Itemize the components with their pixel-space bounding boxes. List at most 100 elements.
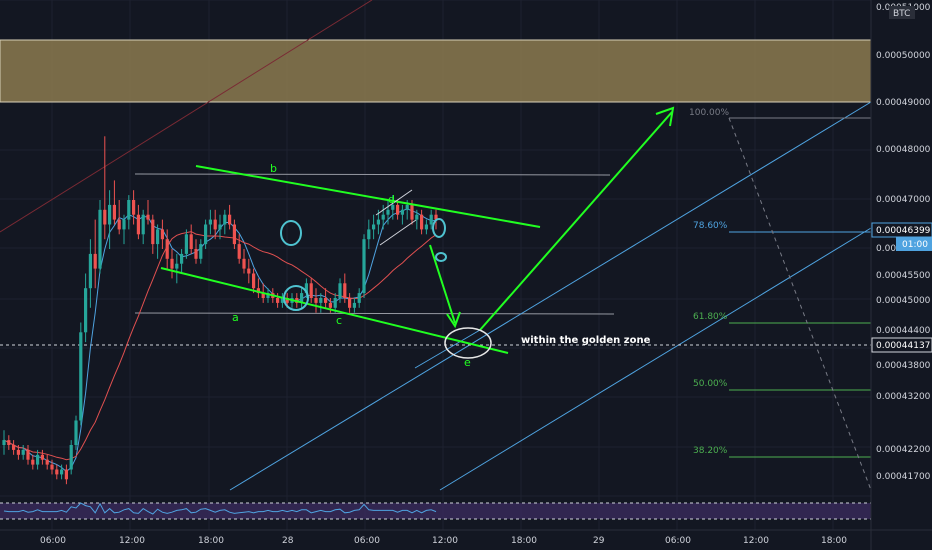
- candle-body: [141, 214, 145, 235]
- candle-body: [103, 209, 107, 225]
- candle-body: [79, 332, 83, 421]
- time-axis[interactable]: 06:00 12:00 18:00 28 06:00 12:00 18:00 2…: [0, 529, 932, 546]
- wave-label-e: e: [464, 356, 471, 369]
- price-label-partial: 0.00046000: [876, 244, 931, 254]
- time-label: 12:00: [119, 536, 145, 546]
- countdown-tag: [896, 237, 932, 251]
- candle-body: [400, 209, 404, 215]
- candle-body: [12, 445, 16, 450]
- candle-body: [362, 239, 366, 294]
- time-label: 12:00: [743, 536, 769, 546]
- annotation-golden-zone: within the golden zone: [521, 335, 651, 346]
- projection-arrows: [429, 106, 675, 331]
- wave-label-c: c: [336, 314, 342, 327]
- candle-body: [228, 214, 232, 225]
- circle-marker-1: [280, 220, 302, 246]
- candle-body: [180, 253, 184, 264]
- candle-body: [189, 234, 193, 249]
- wedge-lower-line: [160, 267, 509, 354]
- time-label: 18:00: [511, 536, 537, 546]
- candle-body: [93, 253, 97, 269]
- candle-body: [40, 454, 44, 460]
- candle-body: [285, 298, 289, 303]
- time-label: 06:00: [354, 536, 380, 546]
- candle-body: [112, 204, 116, 220]
- time-label: 18:00: [821, 536, 847, 546]
- candle-body: [74, 420, 78, 445]
- candle-body: [242, 258, 246, 269]
- currency-badge[interactable]: [889, 6, 915, 19]
- candle-body: [31, 459, 35, 465]
- candle-body: [319, 298, 323, 303]
- candle-body: [357, 293, 361, 303]
- candle-body: [165, 239, 169, 259]
- price-label: 0.00043200: [876, 392, 931, 402]
- candle-body: [132, 200, 136, 215]
- candle-body: [84, 288, 88, 333]
- fib-label-382: 38.20%: [693, 446, 728, 456]
- indicator-pane: [0, 502, 871, 520]
- candle-body: [69, 445, 73, 470]
- candle-body: [136, 214, 140, 235]
- price-label: 0.00050000: [876, 51, 931, 61]
- candle-body: [21, 449, 25, 455]
- trendline-blue-1: [229, 101, 872, 491]
- candle-body: [175, 263, 179, 269]
- candle-body: [232, 224, 236, 245]
- wave-label-d: d: [388, 193, 395, 206]
- price-label: 0.00042200: [876, 445, 931, 455]
- indicator-line: [3, 502, 437, 515]
- candle-body: [208, 219, 212, 225]
- arrow-down: [429, 244, 456, 324]
- candle-body: [328, 302, 332, 308]
- countdown-value: 01:00: [902, 240, 928, 250]
- price-label: 0.00041700: [876, 472, 931, 482]
- candle-body: [396, 204, 400, 215]
- wave-label-b: b: [270, 162, 277, 175]
- time-label: 28: [282, 536, 294, 546]
- candle-body: [420, 214, 424, 230]
- level-line-b: [134, 173, 611, 176]
- candle-body: [247, 268, 251, 274]
- fib-label-100: 100.00%: [689, 108, 729, 118]
- highlight-circles: [280, 218, 492, 359]
- level-line-c: [134, 312, 615, 315]
- candle-body: [60, 469, 64, 475]
- candle-body: [50, 464, 54, 470]
- fib-label-786: 78.60%: [693, 221, 728, 231]
- candle-body: [309, 283, 313, 298]
- wave-label-a: a: [232, 311, 239, 324]
- candle-body: [376, 219, 380, 225]
- candle-body: [160, 229, 164, 240]
- candle-body: [127, 200, 131, 220]
- candle-body: [280, 298, 284, 303]
- candle-body: [55, 469, 59, 475]
- candle-body: [237, 244, 241, 259]
- price-label: 0.00045000: [876, 296, 931, 306]
- candle-body: [16, 449, 20, 455]
- candle-body: [338, 283, 342, 298]
- candle-body: [333, 298, 337, 308]
- candle-body: [372, 224, 376, 230]
- candle-body: [122, 219, 126, 230]
- candle-body: [146, 214, 150, 220]
- candle-body: [415, 214, 419, 220]
- price-label: 0.00047000: [876, 195, 931, 205]
- circle-marker-2: [283, 285, 309, 311]
- candle-body: [314, 298, 318, 303]
- crosshair-price-tag: [871, 337, 932, 353]
- time-label: 12:00: [432, 536, 458, 546]
- candle-body: [194, 249, 198, 259]
- fib-retracement: 100.00% 78.60% 61.80% 50.00% 38.20%: [689, 108, 872, 491]
- candle-body: [343, 283, 347, 298]
- price-axis[interactable]: 0.00051000 BTC 0.00050000 0.00049000 0.0…: [870, 0, 932, 550]
- candle-body: [381, 214, 385, 220]
- candle-body: [156, 229, 160, 245]
- candle-body: [184, 234, 188, 254]
- candle-body: [108, 204, 112, 225]
- price-label: 0.00049000: [876, 98, 931, 108]
- candle-body: [223, 214, 227, 225]
- time-label: 06:00: [665, 536, 691, 546]
- flag-line-upper: [375, 189, 413, 216]
